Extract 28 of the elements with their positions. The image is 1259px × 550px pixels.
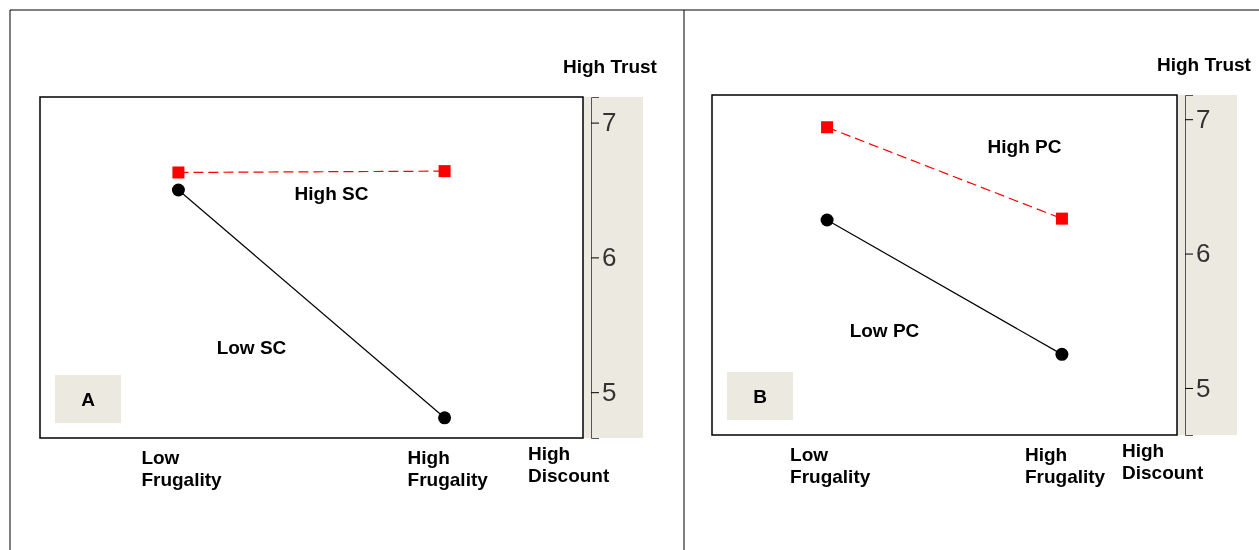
x-axis-title: High Discount [1122,440,1204,483]
x-tick-label: Low Frugality [141,447,223,490]
text: A [81,389,96,410]
point [1055,212,1068,225]
text: B [753,386,767,407]
point [172,166,185,179]
x-tick-label: Low Frugality [790,444,871,487]
y-tick-label: 7 [602,107,617,138]
y-tick-label: 5 [1196,372,1211,403]
y-axis-title: High Trust [1157,54,1252,75]
y-tick-label: 5 [602,376,617,407]
y-tick-label: 6 [1196,238,1211,269]
x-axis-title: High Discount [528,443,610,486]
x-tick-label: High Frugality [407,447,489,490]
y-axis-title: High Trust [563,56,658,77]
point [821,121,834,134]
point [438,165,451,178]
series-label: High SC [294,182,369,204]
series-label: High PC [987,135,1062,157]
text: Low SC [216,336,287,358]
point [438,411,452,425]
text: Low PC [849,320,920,342]
y-tick-label: 6 [602,242,617,273]
point [171,183,185,197]
point [1055,347,1069,361]
x-tick-label: High Frugality [1024,444,1106,487]
y-tick-label: 7 [1196,104,1211,135]
point [820,213,834,227]
